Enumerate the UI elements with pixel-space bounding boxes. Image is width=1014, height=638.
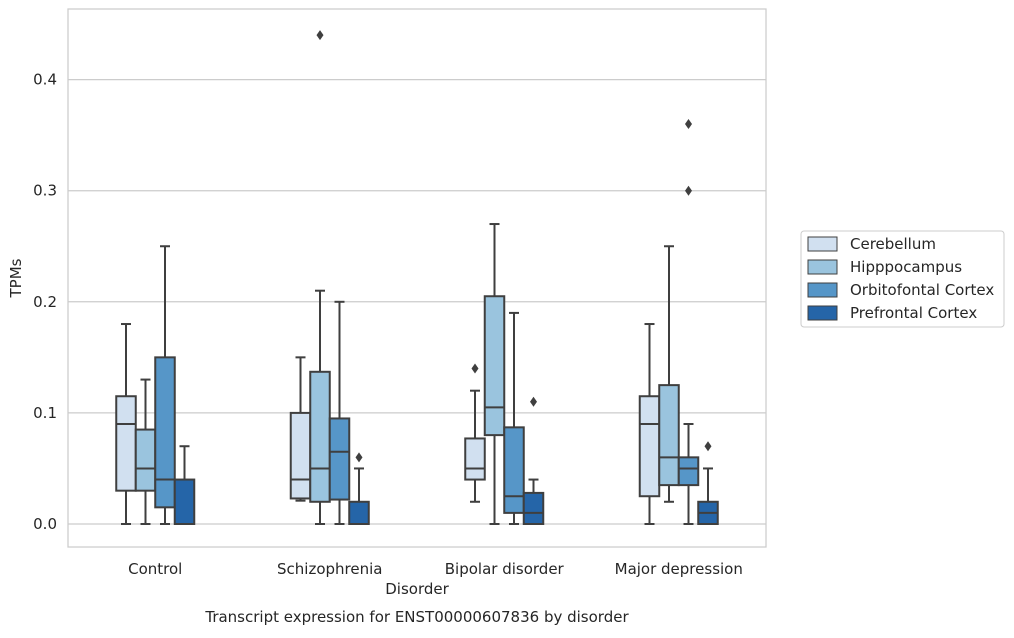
- box-iqr: [134, 428, 157, 492]
- box-iqr: [658, 384, 680, 487]
- box-iqr: [289, 411, 312, 500]
- box-hipppocampus: [309, 30, 331, 525]
- box-iqr: [154, 356, 176, 509]
- box-prefrontal-cortex: [522, 396, 545, 525]
- y-tick-label: 0.3: [33, 182, 57, 200]
- box-cerebellum: [638, 323, 661, 525]
- box-cerebellum: [289, 356, 312, 502]
- x-tick-label: Bipolar disorder: [445, 560, 565, 578]
- x-tick-label: Control: [128, 560, 182, 578]
- y-axis-label: TPMs: [7, 258, 25, 298]
- plot-frame: [67, 8, 767, 548]
- box-orbitofontal-cortex: [503, 311, 525, 525]
- box-prefrontal-cortex: [173, 445, 196, 525]
- box-groups: [115, 30, 719, 525]
- legend-swatch: [807, 305, 838, 321]
- legend-label: Hipppocampus: [850, 258, 962, 276]
- x-tick-label: Schizophrenia: [277, 560, 382, 578]
- outlier-marker: [704, 441, 712, 452]
- outlier-marker: [355, 452, 363, 463]
- y-tick-labels: 0.0 0.1 0.2 0.3 0.4: [33, 71, 57, 533]
- box-orbitofontal-cortex: [328, 300, 351, 525]
- box-prefrontal-cortex: [348, 452, 370, 525]
- legend: Cerebellum Hipppocampus Orbitofontal Corte…: [800, 230, 1005, 328]
- outlier-marker: [530, 396, 537, 407]
- legend-frame: [800, 230, 1005, 328]
- x-axis-label: Disorder: [385, 580, 449, 598]
- box-iqr: [115, 395, 137, 492]
- y-tick-label: 0.2: [33, 293, 57, 311]
- box-iqr: [503, 426, 525, 514]
- box-iqr: [348, 500, 370, 525]
- box-iqr: [677, 456, 700, 487]
- box-iqr: [522, 491, 545, 525]
- box-cerebellum: [115, 323, 137, 525]
- outlier-marker: [685, 119, 692, 130]
- box-iqr: [173, 478, 196, 525]
- box-hipppocampus: [134, 378, 157, 525]
- legend-swatch: [807, 236, 838, 252]
- box-iqr: [328, 417, 351, 501]
- box-iqr: [464, 437, 486, 481]
- box-iqr: [638, 395, 661, 498]
- legend-label: Orbitofontal Cortex: [850, 281, 994, 299]
- legend-label: Prefrontal Cortex: [850, 304, 977, 322]
- y-tick-label: 0.4: [33, 71, 57, 89]
- chart-caption: Transcript expression for ENST0000060783…: [204, 608, 629, 626]
- box-orbitofontal-cortex: [677, 119, 700, 525]
- box-iqr: [309, 370, 331, 503]
- y-tick-label: 0.1: [33, 404, 57, 422]
- box-hipppocampus: [658, 245, 680, 503]
- outlier-marker: [316, 30, 324, 41]
- box-iqr: [483, 295, 506, 437]
- x-tick-labels: Control Schizophrenia Bipolar disorder Majo…: [128, 560, 743, 578]
- box-prefrontal-cortex: [697, 441, 719, 525]
- box-hipppocampus: [483, 223, 506, 525]
- legend-swatch: [807, 259, 838, 275]
- box-orbitofontal-cortex: [154, 245, 176, 525]
- legend-label: Cerebellum: [850, 235, 936, 253]
- legend-swatch: [807, 282, 838, 298]
- y-tick-label: 0.0: [33, 515, 57, 533]
- outlier-marker: [685, 185, 692, 196]
- outlier-marker: [471, 363, 479, 374]
- x-tick-label: Major depression: [615, 560, 743, 578]
- box-cerebellum: [464, 363, 486, 503]
